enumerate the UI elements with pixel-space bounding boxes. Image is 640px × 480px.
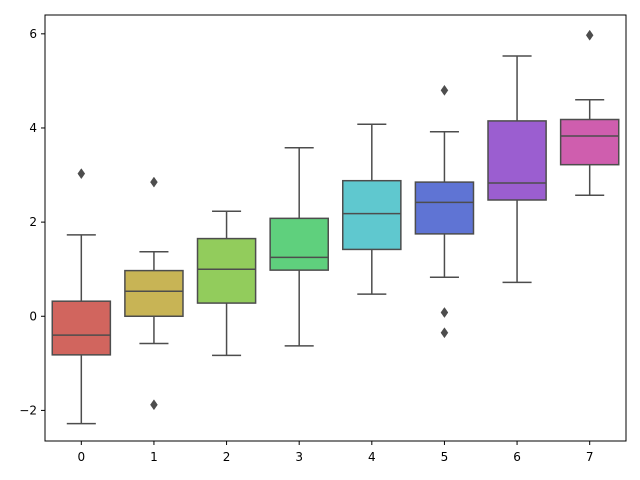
outlier-5-0 xyxy=(440,84,449,96)
x-tick-label-0: 0 xyxy=(77,450,85,464)
box-6 xyxy=(487,120,547,201)
outlier-1-0 xyxy=(150,176,158,188)
outlier-5-1 xyxy=(440,307,449,318)
box-group-3 xyxy=(269,146,329,347)
box-group-5 xyxy=(414,84,475,339)
y-tick-label-0: −2 xyxy=(19,403,37,417)
x-tick-label-3: 3 xyxy=(295,450,303,464)
y-axis: −2 0 2 4 6 xyxy=(19,27,45,417)
box-group-1 xyxy=(124,176,184,411)
outlier-5-2 xyxy=(440,327,449,339)
x-tick-label-4: 4 xyxy=(368,450,376,464)
box-1 xyxy=(124,269,184,318)
box-2 xyxy=(196,237,257,304)
y-tick-label-4: 6 xyxy=(29,27,37,41)
box-3 xyxy=(269,217,329,271)
box-5 xyxy=(414,181,475,235)
box-0 xyxy=(51,300,112,356)
outlier-0-0 xyxy=(77,168,86,180)
x-tick-label-6: 6 xyxy=(513,450,521,464)
box-group-7 xyxy=(559,29,620,197)
boxes-layer xyxy=(51,29,620,425)
plot-frame xyxy=(44,14,627,442)
box-group-6 xyxy=(487,55,547,284)
x-tick-label-5: 5 xyxy=(441,450,449,464)
box-group-0 xyxy=(51,168,112,425)
x-axis: 0 1 2 3 4 5 6 7 xyxy=(77,441,594,464)
box-7 xyxy=(559,118,620,166)
x-tick-label-1: 1 xyxy=(150,450,158,464)
box-4 xyxy=(342,179,402,251)
y-tick-label-1: 0 xyxy=(29,309,37,323)
y-tick-label-2: 2 xyxy=(29,215,37,229)
outlier-1-1 xyxy=(150,399,158,411)
box-group-2 xyxy=(196,210,257,357)
x-tick-label-2: 2 xyxy=(223,450,231,464)
y-tick-label-3: 4 xyxy=(29,121,37,135)
box-group-4 xyxy=(342,123,402,295)
outlier-7-0 xyxy=(585,29,594,41)
x-tick-label-7: 7 xyxy=(586,450,594,464)
